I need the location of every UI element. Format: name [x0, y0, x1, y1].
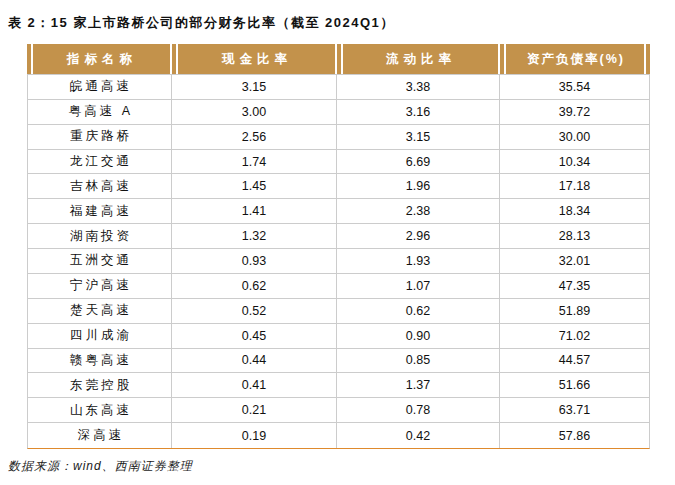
value-cell: 0.21 [172, 398, 337, 422]
value-cell: 3.15 [172, 75, 337, 99]
value-cell: 2.56 [172, 125, 337, 149]
value-cell: 28.13 [500, 224, 649, 248]
table-row: 湖南投资1.322.9628.13 [28, 224, 649, 249]
value-cell: 1.93 [337, 249, 500, 273]
value-cell: 1.41 [172, 199, 337, 223]
value-cell: 71.02 [500, 324, 649, 348]
header-cell-cash-ratio: 现金比率 [172, 44, 337, 74]
table-row: 宁沪高速0.621.0747.35 [28, 274, 649, 299]
value-cell: 17.18 [500, 174, 649, 198]
value-cell: 1.45 [172, 174, 337, 198]
company-name-cell: 福建高速 [28, 199, 172, 223]
value-cell: 1.96 [337, 174, 500, 198]
value-cell: 10.34 [500, 150, 649, 174]
value-cell: 30.00 [500, 125, 649, 149]
value-cell: 0.41 [172, 373, 337, 397]
financial-ratio-table: 指标名称 现金比率 流动比率 资产负债率(%) 皖通高速3.153.3835.5… [27, 44, 650, 449]
value-cell: 2.96 [337, 224, 500, 248]
value-cell: 18.34 [500, 199, 649, 223]
table-title: 表 2：15 家上市路桥公司的部分财务比率（截至 2024Q1） [8, 14, 395, 32]
company-name-cell: 赣粤高速 [28, 349, 172, 373]
value-cell: 0.19 [172, 423, 337, 448]
value-cell: 6.69 [337, 150, 500, 174]
value-cell: 39.72 [500, 100, 649, 124]
company-name-cell: 粤高速 A [28, 100, 172, 124]
company-name-cell: 皖通高速 [28, 75, 172, 99]
table-row: 皖通高速3.153.3835.54 [28, 75, 649, 100]
company-name-cell: 五洲交通 [28, 249, 172, 273]
value-cell: 1.74 [172, 150, 337, 174]
report-table-page: 表 2：15 家上市路桥公司的部分财务比率（截至 2024Q1） 指标名称 现金… [0, 0, 675, 485]
value-cell: 0.85 [337, 349, 500, 373]
value-cell: 1.37 [337, 373, 500, 397]
company-name-cell: 吉林高速 [28, 174, 172, 198]
value-cell: 3.00 [172, 100, 337, 124]
table-row: 东莞控股0.411.3751.66 [28, 373, 649, 398]
value-cell: 32.01 [500, 249, 649, 273]
table-row: 福建高速1.412.3818.34 [28, 199, 649, 224]
company-name-cell: 山东高速 [28, 398, 172, 422]
value-cell: 3.16 [337, 100, 500, 124]
value-cell: 3.15 [337, 125, 500, 149]
value-cell: 44.57 [500, 349, 649, 373]
table-row: 四川成渝0.450.9071.02 [28, 324, 649, 349]
value-cell: 3.38 [337, 75, 500, 99]
value-cell: 0.78 [337, 398, 500, 422]
header-cell-current-ratio: 流动比率 [337, 44, 500, 74]
table-row: 重庆路桥2.563.1530.00 [28, 125, 649, 150]
data-source-note: 数据来源：wind、西南证券整理 [8, 458, 193, 475]
company-name-cell: 东莞控股 [28, 373, 172, 397]
value-cell: 51.89 [500, 299, 649, 323]
table-row: 深高速0.190.4257.86 [28, 423, 649, 448]
company-name-cell: 宁沪高速 [28, 274, 172, 298]
company-name-cell: 四川成渝 [28, 324, 172, 348]
header-cell-indicator-name: 指标名称 [27, 44, 172, 74]
table-row: 山东高速0.210.7863.71 [28, 398, 649, 423]
header-cell-debt-to-asset-ratio: 资产负债率(%) [500, 44, 650, 74]
value-cell: 0.90 [337, 324, 500, 348]
table-row: 五洲交通0.931.9332.01 [28, 249, 649, 274]
company-name-cell: 深高速 [28, 423, 172, 448]
value-cell: 0.45 [172, 324, 337, 348]
table-body: 皖通高速3.153.3835.54粤高速 A3.003.1639.72重庆路桥2… [27, 74, 650, 449]
value-cell: 35.54 [500, 75, 649, 99]
company-name-cell: 重庆路桥 [28, 125, 172, 149]
value-cell: 0.52 [172, 299, 337, 323]
value-cell: 0.62 [337, 299, 500, 323]
value-cell: 57.86 [500, 423, 649, 448]
value-cell: 2.38 [337, 199, 500, 223]
table-row: 吉林高速1.451.9617.18 [28, 174, 649, 199]
value-cell: 51.66 [500, 373, 649, 397]
value-cell: 1.32 [172, 224, 337, 248]
value-cell: 0.42 [337, 423, 500, 448]
company-name-cell: 龙江交通 [28, 150, 172, 174]
table-row: 龙江交通1.746.6910.34 [28, 150, 649, 175]
value-cell: 0.44 [172, 349, 337, 373]
table-row: 赣粤高速0.440.8544.57 [28, 349, 649, 374]
value-cell: 63.71 [500, 398, 649, 422]
table-row: 楚天高速0.520.6251.89 [28, 299, 649, 324]
table-header-row: 指标名称 现金比率 流动比率 资产负债率(%) [27, 44, 650, 74]
company-name-cell: 楚天高速 [28, 299, 172, 323]
table-row: 粤高速 A3.003.1639.72 [28, 100, 649, 125]
value-cell: 1.07 [337, 274, 500, 298]
value-cell: 47.35 [500, 274, 649, 298]
value-cell: 0.93 [172, 249, 337, 273]
company-name-cell: 湖南投资 [28, 224, 172, 248]
value-cell: 0.62 [172, 274, 337, 298]
